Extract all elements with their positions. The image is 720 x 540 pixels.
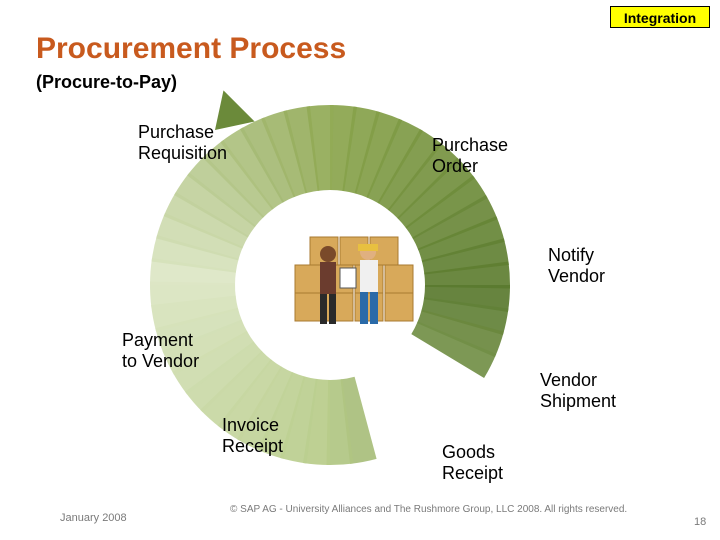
step-invoice-receipt: Invoice Receipt: [222, 415, 283, 456]
step-label: Payment: [122, 330, 193, 350]
step-vendor-shipment: Vendor Shipment: [540, 370, 616, 411]
step-label: Vendor: [540, 370, 597, 390]
step-label: Purchase: [138, 122, 214, 142]
step-label: Receipt: [442, 463, 503, 483]
footer-page-number: 18: [694, 516, 706, 528]
step-label: Invoice: [222, 415, 279, 435]
step-purchase-requisition: Purchase Requisition: [138, 122, 227, 163]
slide: Integration Procurement Process (Procure…: [0, 0, 720, 540]
step-label: Vendor: [548, 266, 605, 286]
step-label: Notify: [548, 245, 594, 265]
step-notify-vendor: Notify Vendor: [548, 245, 605, 286]
step-label: Purchase: [432, 135, 508, 155]
step-label: Requisition: [138, 143, 227, 163]
footer-date: January 2008: [60, 512, 127, 524]
step-label: Order: [432, 156, 478, 176]
footer-copyright: © SAP AG - University Alliances and The …: [230, 504, 640, 515]
step-label: to Vendor: [122, 351, 199, 371]
step-payment-to-vendor: Payment to Vendor: [122, 330, 199, 371]
step-goods-receipt: Goods Receipt: [442, 442, 503, 483]
step-label: Receipt: [222, 436, 283, 456]
center-illustration-icon: [290, 210, 420, 340]
step-purchase-order: Purchase Order: [432, 135, 508, 176]
step-label: Shipment: [540, 391, 616, 411]
step-label: Goods: [442, 442, 495, 462]
